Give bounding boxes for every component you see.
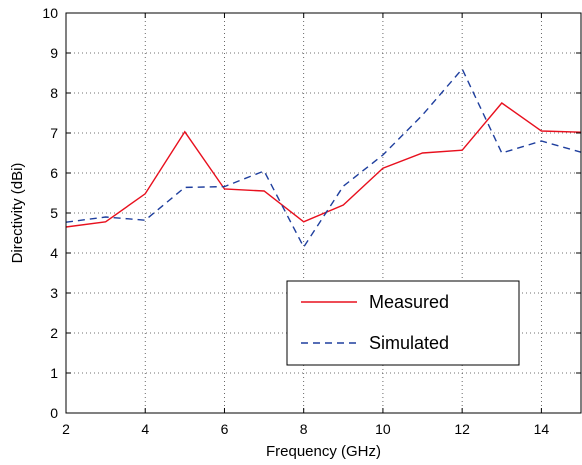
series-layer (65, 67, 582, 249)
series-line-measured (65, 102, 582, 228)
y-axis-title: Directivity (dBi) (9, 163, 26, 264)
grid (66, 13, 581, 413)
y-tick-label: 10 (42, 5, 58, 21)
y-tick-label: 0 (50, 405, 58, 421)
x-tick-label: 2 (62, 421, 70, 437)
y-tick-label: 8 (50, 85, 58, 101)
y-tick-label: 1 (50, 365, 58, 381)
legend-label-measured: Measured (369, 292, 449, 312)
x-tick-label: 4 (141, 421, 149, 437)
x-tick-label: 10 (375, 421, 391, 437)
x-tick-label: 12 (454, 421, 470, 437)
x-tick-label: 14 (534, 421, 550, 437)
y-tick-label: 3 (50, 285, 58, 301)
series-line-simulated (65, 67, 582, 249)
legend: Measured Simulated (286, 280, 520, 366)
legend-label-simulated: Simulated (369, 333, 449, 353)
y-tick-label: 5 (50, 205, 58, 221)
x-tick-label: 6 (221, 421, 229, 437)
y-tick-label: 4 (50, 245, 58, 261)
y-tick-label: 6 (50, 165, 58, 181)
x-tick-label: 8 (300, 421, 308, 437)
y-tick-label: 9 (50, 45, 58, 61)
y-tick-label: 2 (50, 325, 58, 341)
x-axis-title: Frequency (GHz) (266, 443, 381, 460)
legend-box (286, 280, 520, 366)
y-tick-label: 7 (50, 125, 58, 141)
